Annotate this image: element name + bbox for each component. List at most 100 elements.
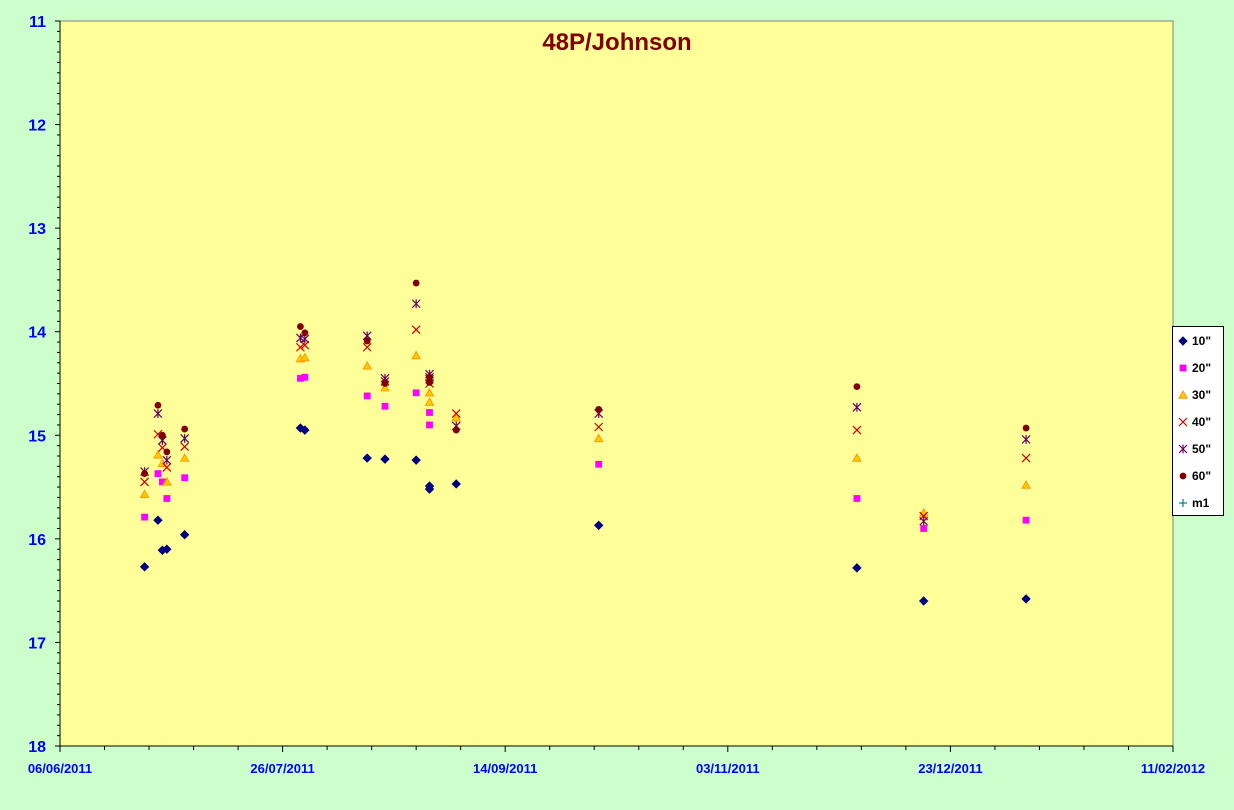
data-point-series-2 bbox=[181, 474, 189, 482]
x-tick-label: 14/09/2011 bbox=[473, 761, 537, 776]
y-tick-label: 17 bbox=[28, 635, 46, 652]
data-point-series-6 bbox=[163, 448, 171, 456]
legend-item: 40" bbox=[1177, 414, 1211, 430]
data-point-series-1 bbox=[153, 515, 163, 525]
data-point-series-2 bbox=[154, 470, 162, 478]
data-point-series-4 bbox=[594, 422, 604, 432]
data-point-series-1 bbox=[424, 484, 435, 494]
data-point-series-6 bbox=[297, 323, 304, 330]
data-point-series-1 bbox=[918, 596, 929, 606]
data-point-series-3 bbox=[424, 397, 435, 406]
legend-label: 60" bbox=[1192, 469, 1212, 483]
legend-marker-star-icon bbox=[1178, 444, 1188, 454]
data-point-series-3 bbox=[451, 412, 462, 422]
x-tick-label: 11/02/2012 bbox=[1141, 761, 1205, 776]
y-tick-label: 15 bbox=[28, 428, 46, 445]
data-point-series-1 bbox=[179, 530, 190, 540]
data-point-series-3 bbox=[153, 449, 163, 459]
legend-item: 10" bbox=[1177, 333, 1211, 349]
data-point-series-3 bbox=[852, 453, 862, 462]
data-point-series-1 bbox=[139, 562, 150, 572]
data-point-series-6 bbox=[363, 337, 371, 345]
data-point-series-6 bbox=[853, 383, 861, 391]
data-point-series-2 bbox=[853, 495, 861, 502]
data-point-series-6 bbox=[1022, 424, 1030, 432]
data-point-series-6 bbox=[158, 431, 166, 439]
data-point-series-6 bbox=[426, 379, 433, 386]
data-point-series-1 bbox=[162, 544, 172, 554]
data-point-series-3 bbox=[424, 387, 435, 397]
legend-marker-triangle-icon bbox=[1178, 389, 1188, 399]
data-point-series-5 bbox=[411, 299, 421, 309]
legend-item: 50" bbox=[1177, 441, 1211, 457]
x-tick-label: 06/06/2011 bbox=[28, 761, 92, 776]
data-point-series-3 bbox=[139, 489, 150, 499]
data-point-series-2 bbox=[426, 421, 433, 429]
legend-marker-x-icon bbox=[1178, 417, 1188, 427]
data-point-series-4 bbox=[362, 342, 372, 352]
data-point-series-1 bbox=[380, 454, 390, 464]
legend-label: 50" bbox=[1192, 442, 1212, 456]
data-point-series-1 bbox=[362, 453, 372, 463]
legend-label: 10" bbox=[1192, 334, 1212, 348]
data-point-series-3 bbox=[161, 476, 172, 486]
data-point-series-1 bbox=[300, 425, 310, 435]
legend-marker-circle-icon bbox=[1179, 472, 1187, 480]
plot-area bbox=[59, 20, 1174, 747]
y-tick-label: 14 bbox=[28, 325, 46, 342]
data-point-series-6 bbox=[301, 329, 309, 337]
legend-label: m1 bbox=[1192, 496, 1210, 510]
legend-label: 40" bbox=[1192, 415, 1212, 429]
data-point-series-2 bbox=[301, 373, 309, 381]
data-point-series-3 bbox=[593, 433, 604, 443]
data-point-series-6 bbox=[381, 380, 389, 387]
data-point-series-6 bbox=[426, 373, 433, 381]
data-point-series-2 bbox=[920, 525, 928, 532]
y-tick-label: 12 bbox=[28, 118, 46, 135]
data-point-series-6 bbox=[154, 401, 162, 409]
data-point-series-4 bbox=[295, 342, 305, 352]
data-point-series-6 bbox=[412, 279, 420, 287]
legend-marker-diamond-icon bbox=[1178, 336, 1188, 346]
legend-label: 20" bbox=[1192, 361, 1212, 375]
x-tick-label: 03/11/2011 bbox=[696, 761, 760, 776]
legend-marker-square-icon bbox=[1179, 364, 1187, 372]
data-point-series-3 bbox=[362, 360, 373, 370]
data-point-series-6 bbox=[181, 425, 189, 433]
data-point-series-3 bbox=[380, 382, 390, 392]
legend-marker-plus-icon bbox=[1179, 499, 1187, 507]
data-point-series-6 bbox=[452, 426, 460, 434]
data-point-series-5 bbox=[1021, 435, 1031, 444]
data-point-series-3 bbox=[1021, 479, 1031, 489]
chart-title: 48P/Johnson bbox=[542, 29, 691, 56]
data-point-series-3 bbox=[179, 453, 190, 462]
data-point-series-2 bbox=[158, 478, 166, 486]
data-point-series-2 bbox=[412, 389, 420, 397]
data-point-series-2 bbox=[381, 402, 389, 410]
data-point-series-4 bbox=[1021, 453, 1031, 463]
data-point-series-6 bbox=[595, 405, 603, 413]
data-point-series-2 bbox=[426, 409, 433, 416]
data-point-series-1 bbox=[411, 455, 421, 465]
data-point-series-1 bbox=[451, 479, 461, 489]
data-point-series-2 bbox=[363, 392, 371, 400]
data-point-series-2 bbox=[595, 460, 603, 468]
data-point-series-1 bbox=[1021, 594, 1031, 604]
data-point-series-1 bbox=[852, 563, 862, 573]
legend-item: 20" bbox=[1177, 360, 1211, 376]
data-point-series-1 bbox=[593, 520, 604, 531]
y-tick-label: 11 bbox=[29, 14, 46, 31]
x-tick-label: 23/12/2011 bbox=[918, 761, 982, 776]
legend-item: 60" bbox=[1177, 468, 1211, 484]
data-point-series-4 bbox=[300, 340, 310, 350]
data-point-series-3 bbox=[300, 352, 310, 362]
data-point-series-6 bbox=[141, 470, 148, 478]
legend-label: 30" bbox=[1192, 388, 1212, 402]
y-tick-label: 18 bbox=[28, 739, 46, 756]
data-point-series-2 bbox=[163, 495, 171, 502]
data-point-series-3 bbox=[411, 350, 422, 360]
data-point-series-2 bbox=[1022, 516, 1030, 524]
data-point-series-4 bbox=[180, 442, 190, 452]
y-tick-label: 16 bbox=[28, 532, 46, 549]
